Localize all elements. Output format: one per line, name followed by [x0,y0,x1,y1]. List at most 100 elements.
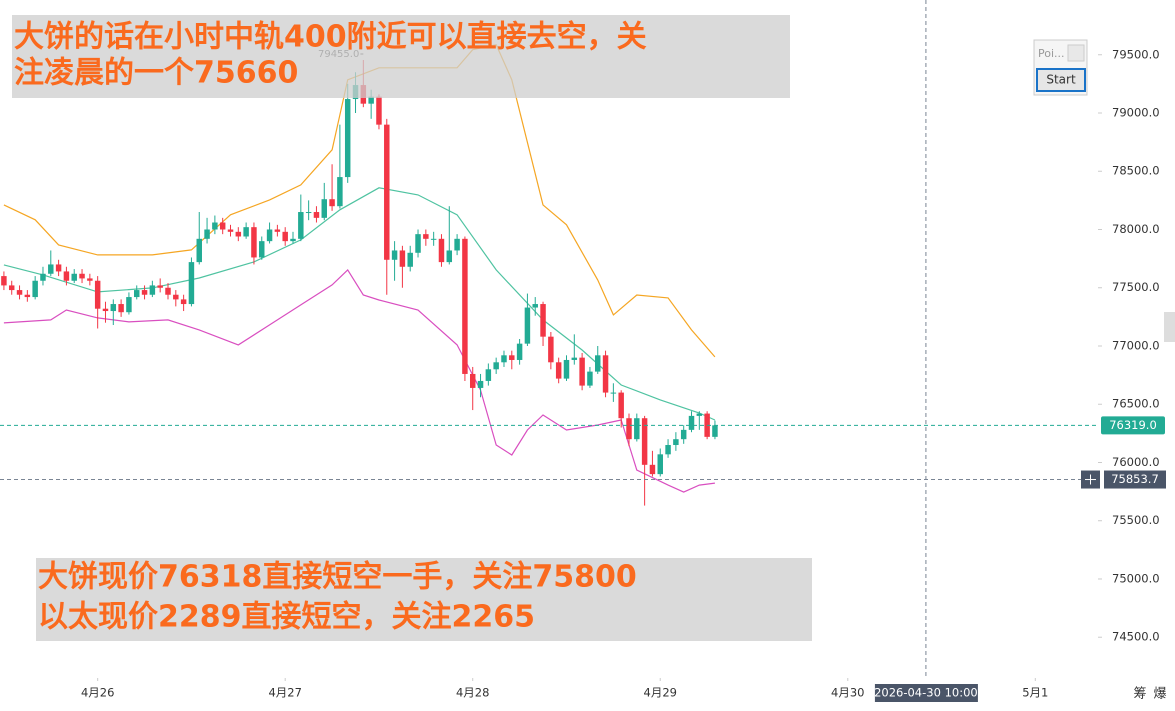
candle-body [469,373,476,388]
candle-body [266,229,273,242]
candle-body [712,425,718,437]
candle-body [55,264,62,272]
candle-body [204,229,210,239]
candle-body [509,355,515,360]
candle-body [118,304,124,313]
candle-body [391,250,398,260]
candle-body [555,362,562,379]
candle-body [165,287,171,295]
candle-body [251,227,257,258]
candle-body [180,299,187,305]
widget-close[interactable] [1067,44,1085,62]
candle-body [524,307,531,344]
crosshair-y-box [1104,470,1166,489]
toolbar-icon[interactable]: 爆 [1153,687,1166,702]
candle-body [462,238,468,374]
candle-body [696,413,703,416]
candle-body [8,285,15,291]
overlay: 大饼的话在小时中轨400附近可以直接去空，关 注凌晨的一个75660 大饼现价7… [12,15,1175,702]
candle-body [32,280,38,298]
candle-body [274,229,281,232]
y-tick-label: 74500.0 [1112,630,1160,644]
candle-body [305,212,312,214]
candle-body [579,357,585,386]
y-tick-label: 76000.0 [1112,455,1160,469]
candle-body [149,285,156,295]
candle-body [243,227,249,237]
candle-body [680,429,687,440]
candle-body [141,290,148,295]
side-tab[interactable] [1164,312,1175,342]
candle-body [493,362,499,370]
candle-body [540,304,546,337]
start-button-label[interactable]: Start [1046,73,1076,87]
x-tick-label: 4月30 [831,686,864,700]
candle-body [71,273,77,281]
candle-body [516,343,523,360]
x-tick-label: 4月27 [268,686,301,700]
candle-body [610,392,617,394]
candle-body [657,454,663,475]
candle-body [595,355,601,372]
annotation-box [36,558,812,641]
annotation-text: 大饼的话在小时中轨400附近可以直接去空，关 [14,20,647,55]
annotation-text: 大饼现价76318直接短空一手，关注75800 [38,560,637,595]
candle-body [532,304,538,308]
candle-body [24,294,31,298]
x-tick-label: 5月1 [1022,686,1048,700]
candle-body [571,357,578,360]
y-tick-label: 79500.0 [1112,47,1160,61]
candle-body [384,124,390,260]
candle-body [16,290,23,295]
candle-body [282,231,288,242]
candle-body [399,250,406,267]
candle-body [665,445,671,455]
candle-body [94,280,101,309]
candle-body [485,369,492,381]
candle-body [40,273,46,281]
candle-body [626,418,632,440]
candle-body [423,234,429,239]
start-button[interactable] [1036,68,1086,92]
candle-body [79,273,85,279]
candle-body [430,238,437,240]
candle-body [110,304,117,312]
annotation-text: 注凌晨的一个75660 [14,56,298,91]
candle-body [446,250,453,263]
candle-body [126,297,132,313]
annotation-box [12,15,790,98]
band-line [3,187,716,421]
candle-body [134,290,140,298]
candle-body [290,238,296,242]
candle-body [454,238,460,251]
y-tick-label: 77500.0 [1112,280,1160,294]
y-tick-label: 75000.0 [1112,571,1160,585]
candle-body [235,231,242,237]
widget-title: Poi... [1038,47,1065,60]
candle-body [48,264,54,274]
crosshair-y-label: 75853.7 [1111,472,1159,486]
crosshair-x-box [874,684,978,702]
candle-body [587,371,593,386]
candle-body [415,234,421,253]
candle-body [259,241,265,258]
last-price-box [1101,416,1165,435]
candle-body [563,359,570,379]
candle-body [618,392,624,419]
y-tick-label: 77000.0 [1112,338,1160,352]
candle-body [313,212,320,218]
candle-body [196,238,202,263]
y-tick-label: 79000.0 [1112,106,1160,120]
candle-body [344,99,351,178]
candle-body [157,285,163,288]
annotation-text: 以太现价2289直接短空，关注2265 [38,600,535,635]
candle-body [102,308,109,312]
candle-body [673,439,679,446]
candle-body [337,177,343,207]
candle-body [501,355,507,363]
candle-body [173,294,179,300]
y-tick-label: 75500.0 [1112,513,1160,527]
candle-body [649,464,656,475]
toolbar-icon[interactable]: 筹 [1133,686,1146,702]
